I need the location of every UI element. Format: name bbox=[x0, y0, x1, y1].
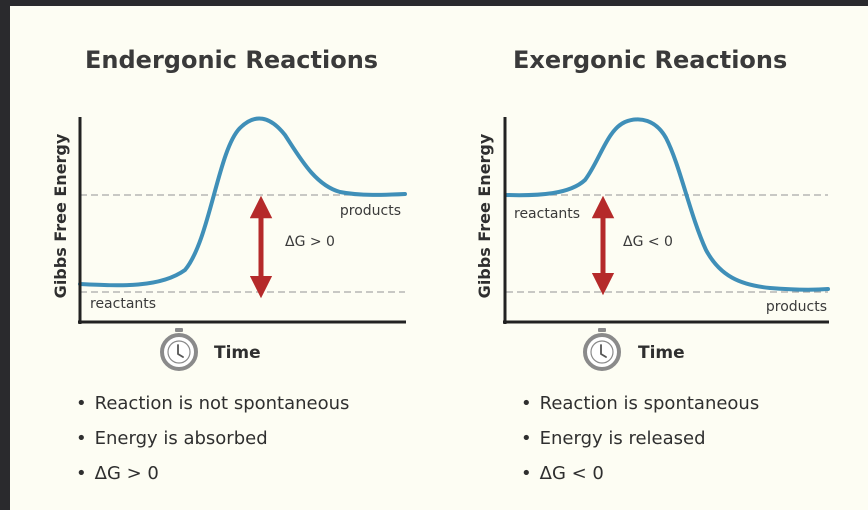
x-axis-label: Time bbox=[214, 343, 261, 363]
list-item: Energy is absorbed bbox=[76, 428, 349, 463]
list-item: ΔG > 0 bbox=[76, 463, 349, 498]
exergonic-bullet-list: Reaction is spontaneous Energy is releas… bbox=[521, 393, 760, 498]
energy-curve bbox=[504, 117, 830, 292]
reactants-label: reactants bbox=[90, 296, 156, 312]
stopwatch-icon bbox=[160, 328, 198, 371]
delta-g-label: ΔG < 0 bbox=[623, 234, 673, 250]
stopwatch-icon bbox=[583, 328, 621, 371]
list-item: Reaction is not spontaneous bbox=[76, 393, 350, 428]
delta-g-label: ΔG > 0 bbox=[285, 234, 335, 250]
endergonic-title: Endergonic Reactions bbox=[85, 46, 379, 74]
y-axis-label: Gibbs Free Energy bbox=[475, 133, 494, 298]
reactants-label: reactants bbox=[514, 206, 580, 222]
x-axis-label: Time bbox=[638, 343, 685, 363]
exergonic-title: Exergonic Reactions bbox=[513, 46, 788, 74]
list-item: Reaction is spontaneous bbox=[521, 393, 760, 428]
y-axis-label: Gibbs Free Energy bbox=[51, 133, 70, 298]
products-label: products bbox=[340, 203, 401, 219]
list-item: ΔG < 0 bbox=[521, 463, 759, 498]
list-item: Energy is released bbox=[521, 428, 759, 463]
exergonic-diagram: Gibbs Free Energy reactants products ΔG … bbox=[475, 117, 830, 371]
energy-curve bbox=[78, 116, 407, 288]
products-label: products bbox=[766, 299, 827, 315]
endergonic-bullet-list: Reaction is not spontaneous Energy is ab… bbox=[76, 393, 350, 498]
endergonic-diagram: Gibbs Free Energy reactants products ΔG … bbox=[51, 116, 407, 371]
